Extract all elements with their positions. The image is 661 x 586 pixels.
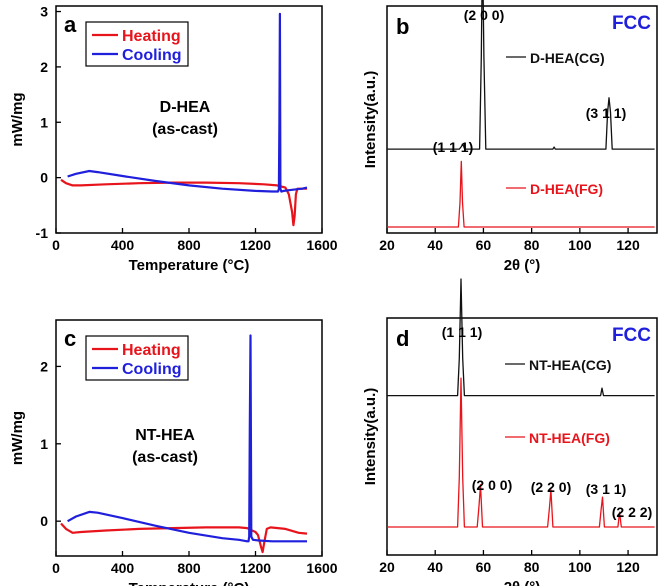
y-tick-label: 0	[40, 513, 48, 529]
y-tick-label: 2	[40, 358, 48, 374]
series-label: NT-HEA(FG)	[529, 430, 610, 446]
x-axis-label: Temperature (°C)	[129, 580, 250, 586]
panel-letter: c	[64, 326, 76, 351]
x-tick-label: 100	[568, 559, 592, 575]
legend: Heating Cooling	[85, 21, 189, 67]
y-axis-label: Intensity(a.u.)	[362, 388, 379, 486]
panel-c: 0 400 800 1200 1600 Temperature (°C) 0 1 2 mW/mg c…	[9, 319, 338, 586]
x-axis-label: 2θ (°)	[504, 257, 541, 274]
x-tick-label: 100	[568, 237, 592, 253]
legend-box	[85, 21, 189, 67]
peak-label: (2 2 0)	[531, 479, 571, 495]
x-tick-label: 60	[476, 559, 492, 575]
x-tick-label: 0	[52, 560, 60, 576]
series-line-d-hea-cg-	[387, 0, 655, 150]
series-line-nt-hea-fg-	[387, 377, 655, 528]
x-tick-label: 40	[427, 237, 443, 253]
y-tick-label: -1	[36, 225, 49, 241]
x-tick-label: 400	[111, 560, 135, 576]
series-line-cooling	[67, 12, 308, 193]
series-label: D-HEA(CG)	[530, 50, 605, 66]
x-axis-label: Temperature (°C)	[129, 257, 250, 274]
y-tick-label: 3	[40, 4, 48, 20]
legend-label: Cooling	[122, 361, 182, 378]
series-line-cooling	[67, 334, 307, 543]
y-tick-label: 2	[40, 59, 48, 75]
peak-label: (3 1 1)	[586, 105, 626, 121]
legend-label: Heating	[122, 28, 181, 45]
plot-frame	[386, 317, 658, 556]
peak-label: (2 0 0)	[464, 7, 504, 23]
x-tick-label: 120	[616, 237, 640, 253]
series-line-heating	[60, 522, 308, 554]
x-tick-label: 60	[476, 237, 492, 253]
series-line-d-hea-fg-	[387, 160, 655, 228]
y-axis-label: Intensity(a.u.)	[362, 71, 379, 169]
y-tick-label: 0	[40, 170, 48, 186]
y-tick-label: 1	[40, 114, 48, 130]
panel-letter: a	[64, 12, 77, 37]
sample-annotation: (as-cast)	[152, 121, 218, 138]
peak-label: (3 1 1)	[586, 481, 626, 497]
y-axis-label: mW/mg	[9, 411, 26, 465]
series-line-nt-hea-cg-	[387, 278, 655, 397]
phase-label: FCC	[612, 13, 651, 34]
peak-label: (1 1 1)	[442, 324, 482, 340]
x-tick-label: 800	[177, 237, 201, 253]
peak-label: (2 2 2)	[612, 504, 652, 520]
x-tick-label: 20	[379, 559, 395, 575]
series-label: D-HEA(FG)	[530, 181, 603, 197]
series-line-heating	[60, 178, 307, 227]
y-tick-label: 1	[40, 436, 48, 452]
y-axis-label: mW/mg	[9, 92, 26, 146]
x-axis-label: 2θ (°)	[504, 579, 541, 586]
panel-b: 20 40 60 80 100 120 2θ (°) Intensity(a.u.) b FCC D…	[362, 0, 658, 274]
sample-annotation: D-HEA	[160, 99, 211, 116]
legend-label: Heating	[122, 342, 181, 359]
x-tick-label: 40	[427, 559, 443, 575]
x-tick-label: 800	[177, 560, 201, 576]
peak-label: (2 0 0)	[472, 477, 512, 493]
sample-annotation: NT-HEA	[135, 427, 195, 444]
peak-label: (1 1 1)	[433, 139, 473, 155]
sample-annotation: (as-cast)	[132, 449, 198, 466]
phase-label: FCC	[612, 325, 651, 346]
series-label: NT-HEA(CG)	[529, 357, 611, 373]
x-tick-label: 20	[379, 237, 395, 253]
legend-box	[85, 335, 189, 381]
x-tick-label: 80	[524, 559, 540, 575]
x-tick-label: 0	[52, 237, 60, 253]
x-tick-label: 1200	[240, 237, 271, 253]
plot-frame	[386, 5, 658, 234]
x-tick-label: 1600	[306, 560, 337, 576]
panel-letter: b	[396, 14, 409, 39]
legend: Heating Cooling	[85, 335, 189, 381]
x-tick-label: 80	[524, 237, 540, 253]
x-tick-label: 1200	[240, 560, 271, 576]
panel-letter: d	[396, 326, 409, 351]
x-tick-label: 120	[616, 559, 640, 575]
x-tick-label: 1600	[306, 237, 337, 253]
x-tick-label: 400	[111, 237, 135, 253]
legend-label: Cooling	[122, 47, 182, 64]
